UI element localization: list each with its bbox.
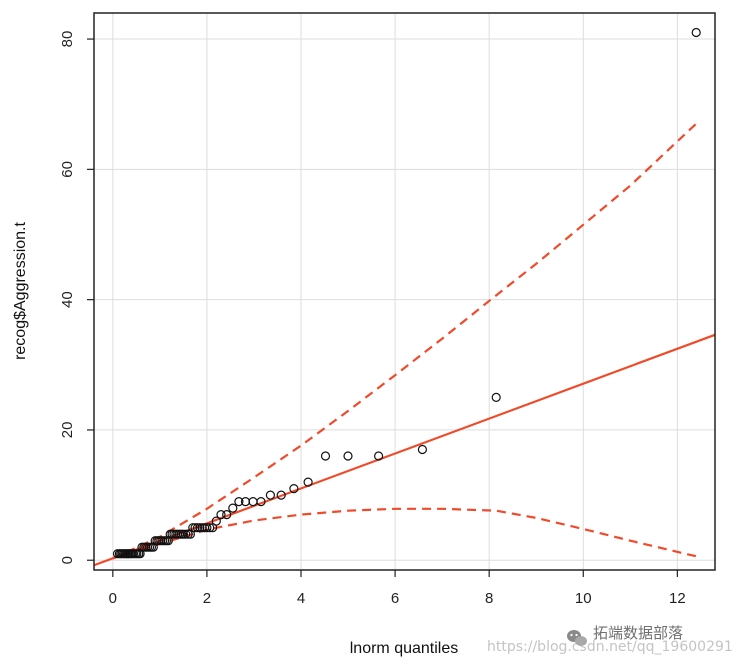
data-point [491, 392, 501, 402]
data-point [222, 509, 232, 520]
data-point [205, 523, 215, 533]
x-tick-label: 4 [297, 590, 305, 607]
y-tick-label: 20 [59, 422, 76, 439]
watermark-url: https://blog.csdn.net/qq_19600291 [487, 639, 733, 655]
data-point [181, 529, 191, 539]
data-point [195, 523, 205, 533]
data-point [691, 27, 701, 38]
watermark-name: 拓端数据部落 [593, 624, 683, 642]
data-point [192, 523, 203, 533]
reference-line [93, 333, 716, 567]
x-tick-label: 10 [575, 590, 592, 607]
envelope-lower-line [112, 507, 697, 560]
plot-frame [93, 12, 716, 571]
data-point [234, 497, 244, 507]
data-point [256, 497, 266, 507]
data-point [289, 484, 299, 494]
y-tick-label: 0 [59, 556, 76, 564]
y-axis-title: recog$Aggression.t [12, 222, 29, 360]
grid-lines [94, 13, 715, 570]
data-point [178, 529, 188, 539]
y-tick-label: 80 [59, 31, 76, 48]
data-point [248, 497, 258, 507]
y-tick-label: 40 [59, 291, 76, 308]
x-tick-label: 8 [485, 590, 493, 607]
data-point [228, 503, 238, 513]
envelope-upper-line [112, 122, 697, 560]
data-point [188, 523, 198, 533]
wechat-icon [567, 630, 587, 646]
data-point [216, 509, 226, 520]
data-point [374, 451, 384, 461]
x-tick-label: 6 [391, 590, 399, 607]
data-point [202, 523, 212, 533]
reference-line-group [93, 333, 716, 567]
data-point [417, 444, 427, 455]
y-tick-label: 60 [59, 161, 76, 178]
data-point [183, 529, 193, 539]
data-point [190, 523, 200, 533]
watermark: https://blog.csdn.net/qq_19600291 拓端数据部落 [487, 624, 733, 655]
data-point [343, 451, 353, 461]
data-point [276, 490, 286, 500]
data-point [303, 477, 313, 487]
data-point [320, 451, 331, 461]
axis-ticks: 0 2 4 6 8 10 12 0 20 40 60 80 [59, 31, 686, 607]
x-tick-label: 2 [203, 590, 211, 607]
x-tick-label: 0 [109, 590, 117, 607]
x-axis-title: lnorm quantiles [350, 640, 459, 657]
data-point [185, 529, 195, 539]
confidence-envelope [112, 122, 697, 560]
data-point [265, 490, 275, 500]
data-point [211, 516, 221, 526]
x-tick-label: 12 [669, 590, 686, 607]
data-points [112, 27, 701, 559]
